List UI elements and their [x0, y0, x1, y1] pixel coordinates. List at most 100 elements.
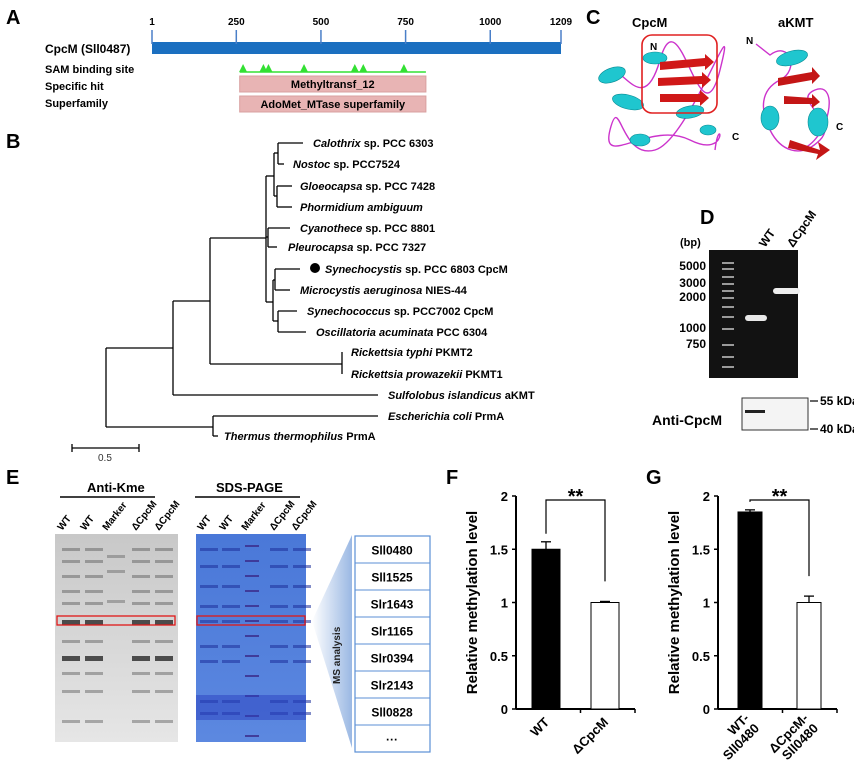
gel-band: [200, 585, 218, 588]
bar-dcpcm: [590, 602, 620, 710]
panel-label-d: D: [700, 207, 714, 229]
blot-band: [132, 590, 150, 593]
protein-list-item: Slr1643: [371, 598, 414, 612]
ladder-band: [722, 290, 734, 292]
significance-bracket: [749, 499, 810, 577]
gel-band: [293, 548, 311, 551]
strain-id: PrmA: [343, 431, 375, 443]
blot-band: [132, 690, 150, 693]
blot-band: [85, 602, 103, 605]
tree-leaf-label: Cyanothece sp. PCC 8801: [300, 223, 435, 235]
y-axis-label: Relative methylation level: [666, 511, 683, 694]
marker-band: [245, 590, 259, 592]
anti-kme-blot-image: [55, 534, 178, 742]
sam-site-marker: [239, 64, 248, 72]
blot-band: [62, 672, 80, 675]
blot-band: [132, 672, 150, 675]
marker-band: [245, 605, 259, 607]
gel-title: SDS-PAGE: [216, 480, 283, 495]
superfamily-label: AdoMet_MTase superfamily: [260, 99, 406, 111]
pcr-band-wt: [745, 315, 767, 321]
kda-label-40: 40 kDa: [820, 422, 854, 436]
ladder-band: [722, 283, 734, 285]
gel-band: [293, 620, 311, 623]
protein-label: CpcM (Sll0487): [45, 42, 130, 56]
marker-band: [245, 620, 259, 622]
gel-band: [293, 585, 311, 588]
specific-hit-box: [239, 75, 427, 93]
n-terminus-label: N: [650, 42, 657, 53]
methyltransferase-domain-highlight: [641, 34, 718, 114]
band-highlight-blot: [56, 615, 176, 626]
domain-architecture: CpcM (Sll0487) SAM binding site Specific…: [45, 17, 573, 113]
marker-band: [107, 555, 125, 558]
ladder-size-label: 2000: [679, 290, 706, 304]
specific-hit-label: Methyltransf_12: [291, 79, 375, 91]
ladder-band: [722, 268, 734, 270]
blot-band: [85, 548, 103, 551]
gel-band: [222, 548, 240, 551]
loop-region: [755, 43, 830, 152]
lane-label-dcpcm: ΔCpcM: [784, 208, 819, 250]
blot-band: [62, 560, 80, 563]
species-name: Rickettsia prowazekii: [351, 369, 463, 381]
western-blot-label: Anti-CpcM: [652, 412, 722, 428]
protein-list-item: Slr1165: [371, 625, 413, 639]
lane-label-wt: WT: [756, 226, 779, 250]
panel-label-a: A: [6, 7, 20, 29]
gel-band: [200, 548, 218, 551]
strain-id: sp. PCC 7428: [362, 181, 435, 193]
alpha-helix: [760, 105, 780, 131]
gel-band: [293, 660, 311, 663]
blot-band: [85, 560, 103, 563]
bar-wt: [531, 548, 561, 710]
ladder-band: [722, 344, 734, 346]
alpha-helix: [629, 133, 651, 147]
ladder-size-label: 1000: [679, 321, 706, 335]
alpha-helix: [675, 105, 705, 119]
gel-band: [293, 605, 311, 608]
ladder-size-label: 3000: [679, 276, 706, 290]
tree-leaf-label: Pleurocapsa sp. PCC 7327: [288, 242, 426, 254]
gel-band: [200, 565, 218, 568]
gel-band: [222, 565, 240, 568]
blot-band: [155, 690, 173, 693]
western-blot-image: [741, 397, 809, 431]
species-name: Pleurocapsa: [288, 242, 353, 254]
gel-band: [200, 660, 218, 663]
tree-leaf-label: Phormidium ambiguum: [300, 202, 423, 214]
panel-label-f: F: [446, 467, 458, 489]
strain-id: aKMT: [502, 390, 535, 402]
ms-analysis-label: MS analysis: [332, 626, 343, 684]
significance-label: **: [568, 486, 584, 508]
beta-strand: [788, 140, 830, 160]
gel-band: [222, 585, 240, 588]
tree-leaf-label: Sulfolobus islandicus aKMT: [388, 390, 535, 402]
protein-structure-cpcm: CpcM N C: [598, 15, 739, 152]
protein-bar: [152, 42, 561, 54]
panel-label-b: B: [6, 131, 20, 153]
marker-band: [245, 560, 259, 562]
blot-band: [62, 720, 80, 723]
significance-label: **: [772, 486, 788, 508]
x-tick-label: WT: [527, 714, 552, 739]
ruler-tick-label: 1209: [550, 17, 573, 28]
species-name: Synechocystis: [325, 264, 402, 276]
blot-band: [62, 590, 80, 593]
c-terminus-label: C: [836, 122, 843, 133]
n-terminus-label: N: [746, 36, 753, 47]
blot-band: [85, 575, 103, 578]
tree-leaf-label: Calothrix sp. PCC 6303: [313, 138, 433, 150]
superfamily-box: [239, 95, 427, 113]
blot-band: [132, 602, 150, 605]
y-tick-label: 1: [703, 596, 710, 611]
blot-band: [85, 690, 103, 693]
ladder-band: [722, 276, 734, 278]
gel-band: [222, 660, 240, 663]
panel-label-c: C: [586, 7, 600, 29]
gel-band: [200, 620, 218, 623]
ladder-band: [722, 297, 734, 299]
alpha-helix: [699, 124, 717, 136]
alpha-helix: [598, 66, 626, 84]
gel-band: [200, 645, 218, 648]
